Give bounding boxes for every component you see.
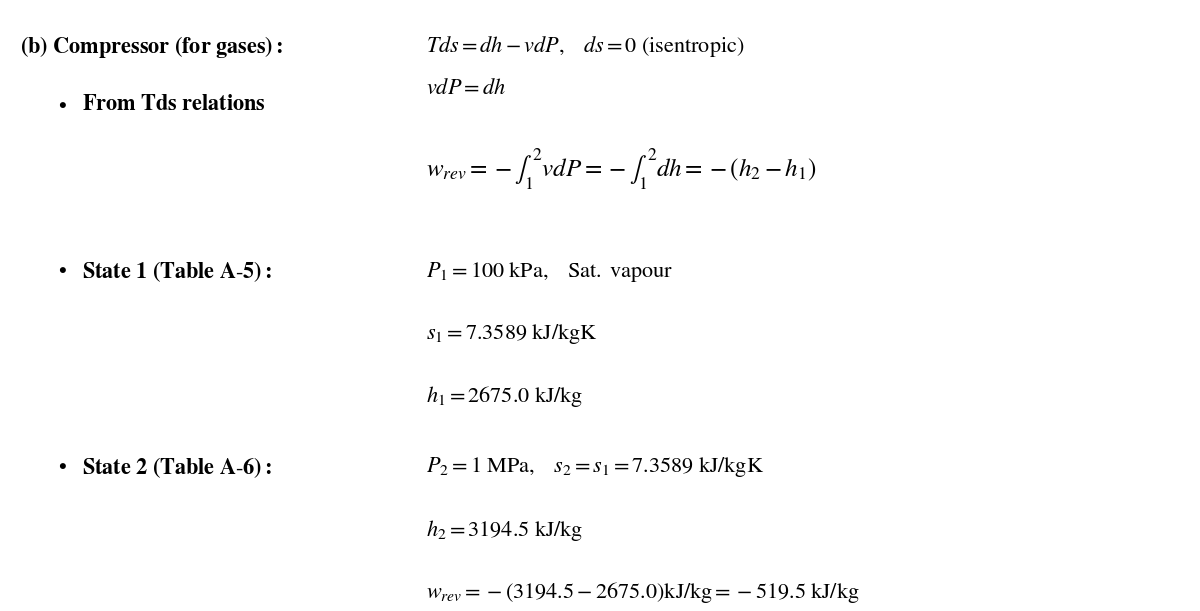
Text: $\bullet$: $\bullet$: [58, 455, 66, 475]
Text: $\mathbf{From}\ \mathit{\mathbf{Tds}}\ \mathbf{relations}$: $\mathbf{From}\ \mathit{\mathbf{Tds}}\ \…: [82, 95, 265, 115]
Text: $\mathbf{(b)\ Compressor\ (for\ gases):}$: $\mathbf{(b)\ Compressor\ (for\ gases):}…: [20, 34, 283, 60]
Text: $\mathbf{State\ 2\ (Table\ A\text{-}6):}$: $\mathbf{State\ 2\ (Table\ A\text{-}6):}…: [82, 455, 271, 480]
Text: $\mathit{vdP}=\mathit{dh}$: $\mathit{vdP}=\mathit{dh}$: [426, 79, 506, 100]
Text: $\mathit{h}_{1}=2675.0\ \mathrm{kJ/kg}$: $\mathit{h}_{1}=2675.0\ \mathrm{kJ/kg}$: [426, 384, 583, 409]
Text: $\mathit{P}_{2}=1\ \mathrm{MPa},\quad \mathit{s}_{2}=\mathit{s}_{1}=7.3589\ \mat: $\mathit{P}_{2}=1\ \mathrm{MPa},\quad \m…: [426, 455, 764, 479]
Text: $\mathit{P}_{1}=100\ \mathrm{kPa},\quad \mathrm{Sat.\ vapour}$: $\mathit{P}_{1}=100\ \mathrm{kPa},\quad …: [426, 260, 673, 284]
Text: $\bullet$: $\bullet$: [58, 95, 66, 114]
Text: $\bullet$: $\bullet$: [58, 260, 66, 279]
Text: $\mathit{h}_{2}=3194.5\ \mathrm{kJ/kg}$: $\mathit{h}_{2}=3194.5\ \mathrm{kJ/kg}$: [426, 518, 583, 543]
Text: $w_{\mathit{rev}}=-\int_{1}^{2}\mathit{vdP}=-\int_{1}^{2}\mathit{dh}=-(\mathit{h: $w_{\mathit{rev}}=-\int_{1}^{2}\mathit{v…: [426, 147, 816, 192]
Text: $\mathit{s}_{1}=7.3589\ \mathrm{kJ/kgK}$: $\mathit{s}_{1}=7.3589\ \mathrm{kJ/kgK}$: [426, 322, 598, 346]
Text: $\mathit{Tds}=\mathit{dh}-\mathit{vdP},\quad \mathit{ds}=0\ \mathrm{(isentropic): $\mathit{Tds}=\mathit{dh}-\mathit{vdP},\…: [426, 34, 744, 59]
Text: $\mathbf{State\ 1\ (Table\ A\text{-}5):}$: $\mathbf{State\ 1\ (Table\ A\text{-}5):}…: [82, 260, 271, 285]
Text: $w_{\mathit{rev}}=-(3194.5-2675.0)\mathrm{kJ/kg}=-519.5\ \mathrm{kJ/kg}$: $w_{\mathit{rev}}=-(3194.5-2675.0)\mathr…: [426, 580, 859, 606]
